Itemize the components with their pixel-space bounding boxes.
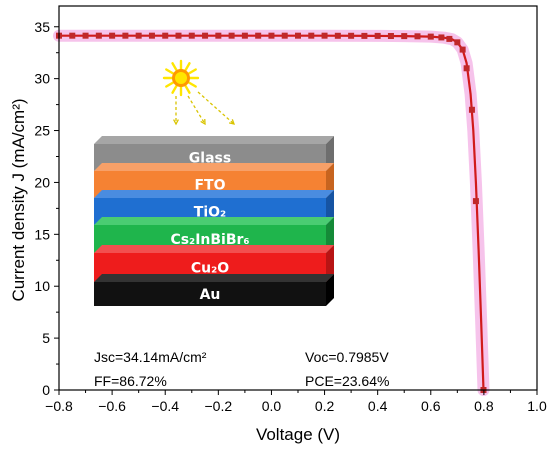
sun-ray [171,62,178,72]
light-ray-arrowhead [228,119,236,125]
axes: −0.8 −0.6 −0.4 −0.2 0.0 0.2 0.4 0.6 0.8 1.0 0 5 10 15… [34,5,547,414]
data-point [215,32,222,39]
data-point [427,33,434,40]
y-tick-label: 0 [42,382,50,398]
sun-ray [184,84,191,94]
y-tick-label: 5 [42,330,50,346]
x-tick-label: 0.8 [474,398,494,414]
y-tick-label: 35 [34,19,50,35]
data-point [202,32,209,39]
sun-ray [187,68,197,75]
layer-label: Glass [189,151,231,167]
data-point [438,34,445,41]
sun-illustration [162,59,236,126]
layer-front-face [94,282,326,306]
data-point [175,32,182,39]
x-tick-label: 0.6 [421,398,441,414]
data-point [135,32,142,39]
layer-side-face [326,274,334,306]
x-axis-title: Voltage (V) [256,425,340,444]
light-ray [197,91,235,125]
data-point [95,32,102,39]
layer-side-face [326,245,334,282]
data-point [228,32,235,39]
data-point [122,32,129,39]
layer-label: Cu₂O [191,261,229,277]
sun-ray [187,81,197,88]
light-ray [187,95,206,125]
layer-label: FTO [194,178,225,194]
light-ray-arrowhead [200,118,206,126]
data-point [69,32,76,39]
data-point [268,32,275,39]
layer-side-face [326,190,334,225]
layer-side-face [326,163,334,198]
x-tick-label: 1.0 [527,398,547,414]
data-point [308,32,315,39]
layer-side-face [326,217,334,253]
y-tick-label: 30 [34,71,50,87]
layer-label: Cs₂InBiBr₆ [170,232,249,248]
layer-top-face [94,217,334,225]
data-point [255,32,262,39]
data-point [348,32,355,39]
x-tick-label: 0.2 [315,398,335,414]
light-ray-arrowhead [173,119,179,126]
layer-top-face [94,190,334,198]
x-tick-label: −0.8 [45,398,73,414]
layer-label: TiO₂ [194,205,226,221]
data-point [295,32,301,39]
data-point [446,35,453,42]
x-tick-label: −0.2 [205,398,233,414]
data-point [414,33,421,40]
x-tick-label: 0.0 [262,398,282,414]
x-tick-label: −0.4 [151,398,179,414]
layer-top-face [94,136,334,144]
layer-side-face [326,136,334,171]
data-point [148,32,155,39]
y-tick-label: 15 [34,226,50,242]
data-point [241,32,248,39]
data-point [82,32,89,39]
data-point [162,32,169,39]
sun-ray [184,62,191,72]
y-tick-label: 20 [34,174,50,190]
data-point [334,32,341,39]
x-tick-label: −0.6 [98,398,126,414]
data-point [374,32,381,39]
annotation-jsc: Jsc=34.14mA/cm² [94,349,207,365]
data-point [321,32,328,39]
data-point [468,106,475,113]
data-point [472,198,479,205]
layer-label: Au [200,287,221,303]
data-point [463,65,470,72]
layer-top-face [94,245,334,253]
data-point [454,39,461,46]
jv-markers-group [56,32,487,393]
data-point [361,32,368,39]
sun-core [175,72,187,84]
sun-ray [171,84,178,94]
device-stack: Glass FTO TiO₂ Cs₂InBiBr₆ Cu₂O Au [94,136,334,306]
annotation-ff: FF=86.72% [94,373,167,389]
y-tick-label: 25 [34,123,50,139]
sun-ray [165,81,175,88]
y-axis-title: Current density J (mA/cm²) [9,98,28,301]
y-tick-label: 10 [34,278,50,294]
data-point [387,32,394,39]
x-tick-label: 0.4 [368,398,388,414]
data-point [109,32,116,39]
data-point [401,33,408,40]
layer-top-face [94,163,334,171]
annotation-voc: Voc=0.7985V [305,349,389,365]
layer-top-face [94,274,334,282]
data-point [281,32,288,39]
annotation-pce: PCE=23.64% [305,373,389,389]
data-point [459,46,466,53]
sun-ray [165,68,175,75]
data-point [188,32,195,39]
